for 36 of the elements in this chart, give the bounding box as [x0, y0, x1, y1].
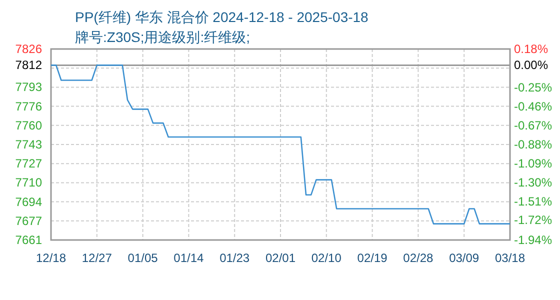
y-tick-label: 7727	[15, 156, 42, 171]
y2-tick-label: -0.88%	[514, 138, 552, 152]
y2-tick-label: -1.72%	[514, 213, 552, 228]
y-tick-label: 7694	[15, 194, 42, 209]
y2-tick-label: -1.09%	[514, 156, 552, 170]
y2-tick-label: -0.46%	[514, 100, 552, 114]
y2-tick-label: -1.94%	[514, 233, 552, 247]
x-tick-label: 02/10	[311, 251, 342, 265]
y-tick-label: 7743	[15, 138, 42, 152]
y2-tick-label: -0.67%	[514, 118, 552, 133]
x-tick-label: 02/28	[403, 251, 434, 265]
x-tick-label: 12/18	[36, 251, 66, 265]
y-tick-label: 7812	[15, 58, 42, 72]
y-tick-label: 7710	[15, 176, 42, 190]
chart-title: PP(纤维) 华东 混合价 2024-12-18 - 2025-03-18	[75, 9, 369, 25]
y-tick-label: 7661	[15, 233, 42, 247]
x-tick-label: 01/14	[174, 251, 204, 265]
line-series	[50, 64, 511, 224]
y2-tick-label: 0.00%	[514, 58, 548, 72]
y-tick-label: 7760	[15, 118, 42, 132]
y-tick-label: 7677	[15, 214, 42, 228]
y2-tick-label: -1.30%	[514, 175, 552, 190]
y2-tick-label: 0.18%	[514, 42, 548, 56]
y-tick-label: 7826	[15, 42, 42, 56]
y2-tick-label: -0.25%	[514, 80, 552, 95]
x-tick-label: 12/27	[82, 251, 112, 265]
x-tick-label: 01/23	[220, 251, 250, 265]
x-tick-label: 03/09	[449, 251, 480, 265]
x-tick-label: 02/19	[357, 251, 388, 265]
y-tick-label: 7776	[15, 99, 42, 114]
x-tick-label: 01/05	[128, 251, 158, 265]
x-tick-label: 03/18	[494, 251, 526, 265]
y2-tick-label: -1.51%	[514, 194, 552, 208]
chart-subtitle: 牌号:Z30S;用途级别:纤维级;	[75, 29, 250, 45]
y-tick-label: 7793	[15, 80, 42, 94]
x-tick-label: 02/01	[265, 251, 296, 265]
